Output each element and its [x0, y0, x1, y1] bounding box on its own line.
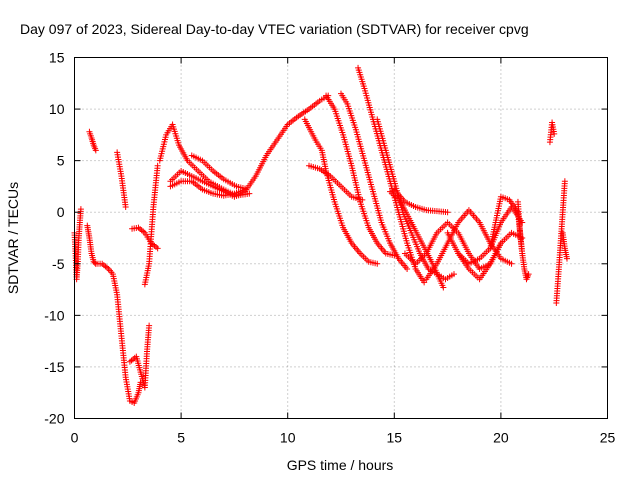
x-tick-label: 15 [387, 430, 403, 446]
data-marks [71, 64, 570, 407]
axis-ticks [74, 57, 608, 419]
data-point [525, 271, 532, 278]
y-tick-label: 10 [49, 101, 65, 117]
data-point [242, 185, 249, 192]
x-tick-label: 20 [493, 430, 509, 446]
data-point [551, 130, 558, 137]
data-point [444, 209, 451, 216]
y-tick-label: -15 [44, 359, 64, 375]
series-arc-6 [126, 322, 153, 391]
y-tick-label: 5 [57, 153, 65, 169]
x-tick-label: 10 [280, 430, 296, 446]
data-point [450, 271, 457, 278]
series-arc-18 [306, 162, 366, 203]
series-arc-12 [188, 152, 249, 192]
data-point [561, 178, 568, 185]
plot-frame [74, 57, 608, 419]
series-arc-11 [167, 178, 249, 199]
x-tick-labels: 0 5 10 15 20 25 [71, 430, 616, 446]
series-arc-21 [401, 219, 526, 272]
y-tick-label: 15 [49, 50, 65, 66]
x-tick-label: 25 [600, 430, 616, 446]
data-point [122, 204, 129, 211]
y-tick-label: -5 [52, 256, 65, 272]
data-point [421, 279, 428, 286]
data-point [404, 265, 411, 272]
series-arc-4 [92, 260, 144, 407]
x-tick-label: 5 [177, 430, 185, 446]
series-arc-26 [514, 198, 532, 283]
series-arc-29 [559, 229, 570, 262]
data-point [91, 259, 98, 266]
series-arc-14 [323, 92, 398, 259]
x-axis-label: GPS time / hours [287, 457, 394, 473]
data-point [246, 190, 253, 197]
data-point [77, 206, 84, 213]
series-arc-15 [338, 90, 411, 272]
y-tick-label: -10 [44, 307, 64, 323]
series-arc-5 [114, 149, 129, 211]
data-point [359, 196, 366, 203]
y-tick-labels: -20 -15 -10 -5 0 5 10 15 [44, 50, 64, 427]
data-point [154, 245, 161, 252]
series-arc-2 [84, 222, 99, 267]
data-point [154, 162, 161, 169]
x-tick-label: 0 [71, 430, 79, 446]
series-arc-28 [553, 178, 568, 306]
series-arc-27 [546, 119, 558, 146]
data-point [440, 284, 447, 291]
chart-title: Day 097 of 2023, Sidereal Day-to-day VTE… [20, 21, 529, 37]
data-point [92, 147, 99, 154]
data-point [508, 260, 515, 267]
series-arc-3 [86, 128, 99, 154]
data-point [563, 255, 570, 262]
data-point [374, 260, 381, 267]
y-axis-label: SDTVAR / TECUs [5, 182, 21, 294]
y-tick-label: 0 [57, 204, 65, 220]
series-arc-20 [391, 186, 451, 216]
series-arc-8 [141, 162, 161, 288]
y-tick-label: -20 [44, 411, 64, 427]
data-point [497, 240, 504, 247]
data-point [146, 322, 153, 329]
